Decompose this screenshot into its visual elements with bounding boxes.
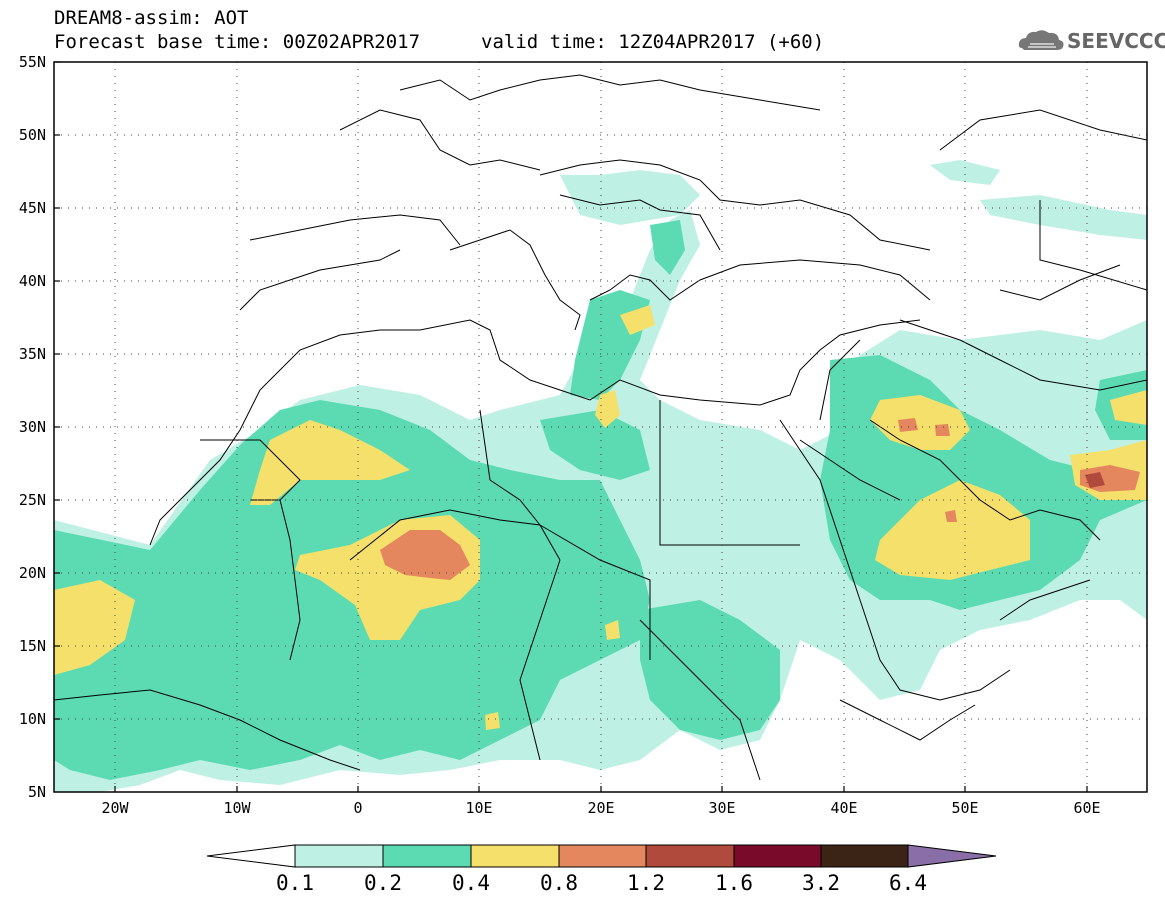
colorbar-under-arrow [206,844,296,868]
aot-band-08e [935,424,950,436]
aot-band-04b [250,420,410,505]
aot-band-04g [1110,390,1147,425]
lat-label-30n: 30N [18,418,46,436]
aot-band-04 [54,580,135,675]
colorbar-label-1: 0.2 [364,871,402,895]
cloud-icon [1018,30,1064,50]
lon-label-40e: 40E [830,799,858,817]
coastlines [54,74,1147,781]
colorbar-label-4: 1.2 [627,871,665,895]
aot-band-04j [605,620,620,640]
colorbar-label-5: 1.6 [715,871,753,895]
aot-band-08 [380,530,470,580]
lat-label-15n: 15N [18,637,46,655]
aot-band-01b [560,170,700,225]
aot-band-12 [1085,472,1105,488]
aot-band-02g [650,220,685,275]
colorbar-bin-5 [733,844,822,868]
lon-label-10w: 10W [223,799,251,817]
lon-label-50e: 50E [951,799,979,817]
aot-band-08d [945,510,957,522]
lon-label-0: 0 [353,799,363,817]
colorbar-bin-6 [820,844,909,868]
aot-band-01c [930,160,1000,185]
lat-label-50n: 50N [18,126,46,144]
colorbar-label-2: 0.4 [452,871,490,895]
colorbar-label-7: 6.4 [889,871,927,895]
lon-label-60e: 60E [1073,799,1101,817]
colorbar-bin-0 [294,844,384,868]
lat-label-40n: 40N [18,272,46,290]
lat-label-25n: 25N [18,491,46,509]
forecast-base-time: Forecast base time: 00Z02APR2017 [54,31,421,53]
tick-marks [54,61,1088,792]
aot-band-04k [485,712,500,730]
lon-label-20e: 20E [587,799,615,817]
lon-label-10e: 10E [465,799,493,817]
colorbar-bin-2 [470,844,560,868]
lat-label-35n: 35N [18,345,46,363]
valid-time: valid time: 12Z04APR2017 (+60) [481,31,825,53]
aot-band-02d [640,600,780,740]
graticule [54,62,1147,792]
lat-label-5n: 5N [27,783,46,801]
aot-band-02c [540,410,650,480]
lat-label-20n: 20N [18,564,46,582]
map-title: DREAM8-assim: AOT [54,7,249,29]
colorbar-label-6: 3.2 [802,871,840,895]
colorbar-label-3: 0.8 [540,871,578,895]
aot-band-04i [620,305,655,335]
colorbar-bin-4 [645,844,735,868]
lat-label-55n: 55N [18,53,46,71]
aot-band-08b [898,418,918,432]
lon-label-30e: 30E [708,799,736,817]
lon-label-20w: 20W [101,799,129,817]
colorbar-over-arrow [907,844,997,868]
aot-band-04h [595,390,620,428]
lat-label-45n: 45N [18,199,46,217]
aot-band-04e [875,480,1030,580]
colorbar-bin-1 [382,844,472,868]
colorbar [206,844,997,868]
colorbar-bin-3 [558,844,647,868]
logo-text: SEEVCCC [1067,29,1165,53]
lat-label-10n: 10N [18,710,46,728]
aot-band-01d [980,195,1147,240]
colorbar-label-0: 0.1 [276,871,314,895]
